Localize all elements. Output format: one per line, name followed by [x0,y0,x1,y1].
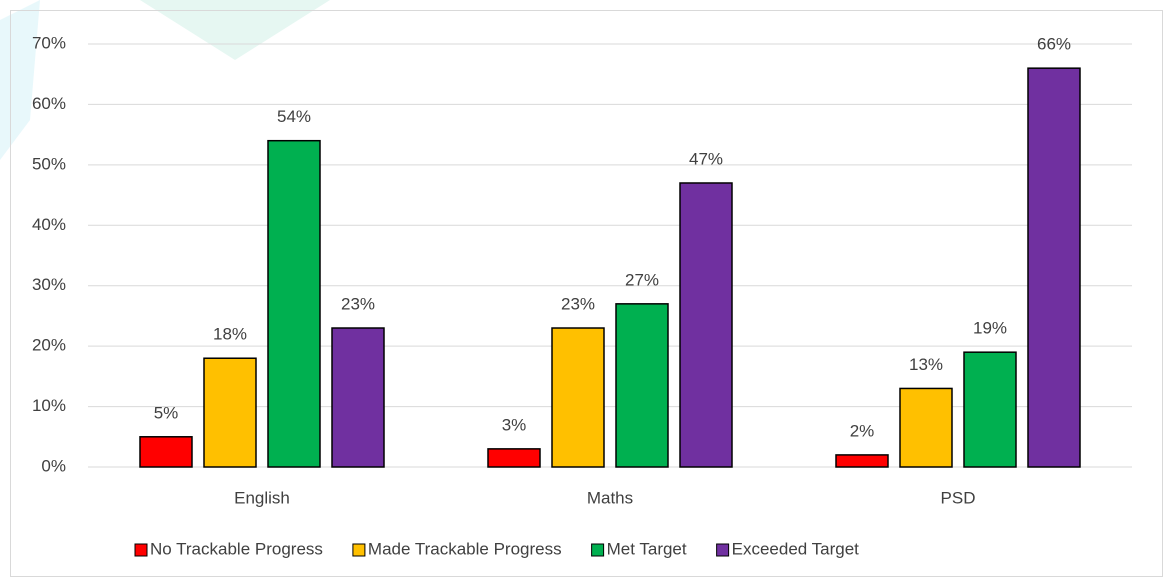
decoration [140,0,330,60]
data-label: 66% [1037,35,1071,54]
data-label: 3% [502,415,527,434]
data-label: 13% [909,355,943,374]
data-label: 5% [154,403,179,422]
data-label: 54% [277,107,311,126]
bar [203,357,257,468]
data-label: 27% [625,270,659,289]
y-tick-label: 10% [32,396,66,415]
y-tick-label: 40% [32,215,66,234]
bar [331,327,385,468]
y-tick-label: 30% [32,275,66,294]
legend-label: Made Trackable Progress [368,539,562,558]
y-tick-label: 60% [32,94,66,113]
bar [899,387,953,468]
x-tick-label: PSD [941,488,976,507]
legend-swatch [716,543,730,557]
y-tick-label: 0% [41,456,66,475]
bar [551,327,605,468]
data-label: 47% [689,149,723,168]
data-label: 23% [561,294,595,313]
bar [963,351,1017,468]
bar [835,454,889,468]
legend-swatch [134,543,148,557]
bar [679,182,733,468]
legend-label: No Trackable Progress [150,539,323,558]
legend-swatch [352,543,366,557]
y-tick-label: 50% [32,154,66,173]
bar [1027,67,1081,468]
bar [487,448,541,468]
chart-border [10,10,1163,577]
data-label: 19% [973,319,1007,338]
data-label: 2% [850,421,875,440]
y-tick-label: 20% [32,336,66,355]
y-tick-label: 70% [32,33,66,52]
bar [267,139,321,468]
legend-label: Exceeded Target [732,539,860,558]
x-tick-label: English [234,488,290,507]
legend-label: Met Target [607,539,687,558]
bar [615,303,669,468]
data-label: 18% [213,325,247,344]
legend-swatch [591,543,605,557]
bar [139,436,193,468]
x-tick-label: Maths [587,488,633,507]
data-label: 23% [341,294,375,313]
